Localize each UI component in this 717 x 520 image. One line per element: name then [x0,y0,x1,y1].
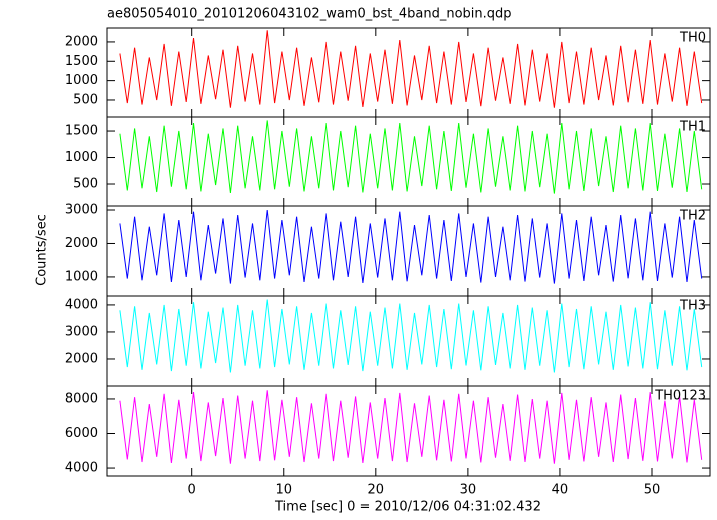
legend-label: TH0 [679,31,706,46]
y-tick-label: 1000 [65,73,98,88]
y-tick-label: 500 [73,92,98,107]
x-tick-label: 40 [552,483,569,498]
light-curve [119,209,703,284]
x-tick-label: 0 [188,483,196,498]
y-tick-label: 1000 [65,150,98,165]
x-tick-label: 20 [368,483,385,498]
light-curve [119,30,703,108]
light-curve [119,299,703,373]
legend-label: TH3 [679,299,706,314]
y-axis-label: Counts/sec [35,214,50,286]
y-tick-label: 4000 [65,297,98,312]
legend-label: TH2 [679,209,706,224]
panel-frame [106,385,711,477]
legend-label: TH0123 [654,389,706,404]
y-tick-label: 2000 [65,34,98,49]
y-tick-label: 3000 [65,324,98,339]
x-tick-label: 10 [275,483,292,498]
x-tick-label: 30 [460,483,477,498]
y-tick-label: 4000 [65,461,98,476]
x-axis-label: Time [sec] 0 = 2010/12/06 04:31:02.432 [274,500,541,515]
y-tick-label: 2000 [65,351,98,366]
y-tick-label: 500 [73,177,98,192]
y-tick-label: 1500 [65,54,98,69]
y-tick-label: 8000 [65,391,98,406]
legend-label: TH1 [679,120,706,135]
y-tick-label: 1000 [65,269,98,284]
light-curve [119,120,703,194]
y-tick-label: 2000 [65,236,98,251]
light-curve [119,390,703,464]
y-tick-label: 6000 [65,426,98,441]
y-tick-label: 3000 [65,203,98,218]
chart-title: ae805054010_20101206043102_wam0_bst_4ban… [107,7,512,22]
y-tick-label: 1500 [65,124,98,139]
x-tick-label: 50 [644,483,661,498]
